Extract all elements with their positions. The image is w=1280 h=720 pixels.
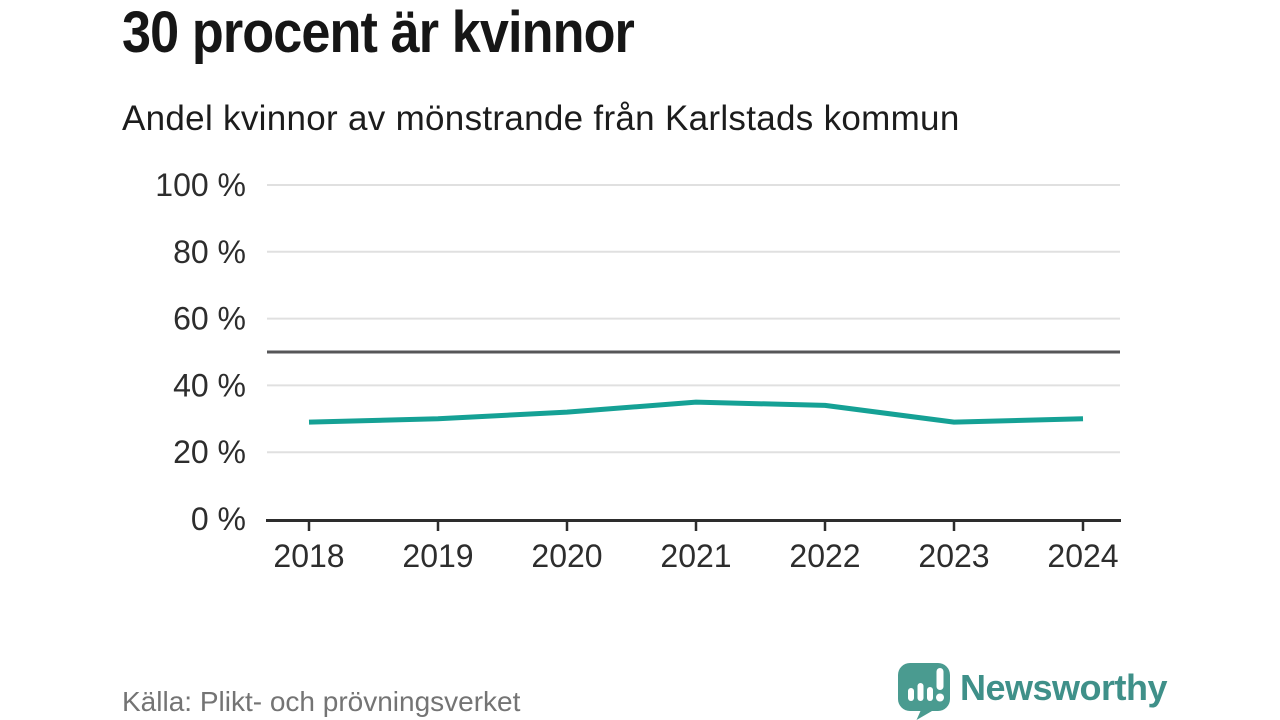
newsworthy-bubble-chart-icon <box>898 663 950 720</box>
bar-icon-mid <box>927 687 933 701</box>
x-tick-label: 2022 <box>789 538 860 574</box>
x-tick-label: 2023 <box>918 538 989 574</box>
y-tick-label: 80 % <box>173 234 246 270</box>
y-tick-label: 100 % <box>155 167 246 203</box>
exclamation-bar-icon <box>936 668 944 690</box>
x-tick-label: 2018 <box>273 538 344 574</box>
source-note: Källa: Plikt- och prövningsverket <box>122 686 521 717</box>
chart-subtitle: Andel kvinnor av mönstrande från Karlsta… <box>122 99 960 138</box>
x-tick-label: 2024 <box>1047 538 1118 574</box>
newsworthy-logo: Newsworthy <box>898 663 1168 720</box>
x-tick-label: 2019 <box>402 538 473 574</box>
y-tick-label: 0 % <box>191 501 246 537</box>
bar-icon-tall <box>917 683 924 701</box>
newsworthy-logo-text: Newsworthy <box>960 667 1168 708</box>
y-tick-label: 40 % <box>173 367 246 403</box>
bar-icon-short <box>908 688 914 701</box>
data-line <box>308 399 1084 425</box>
x-tick-label: 2021 <box>660 538 731 574</box>
exclamation-dot-icon <box>936 693 944 702</box>
page-title: 30 procent är kvinnor <box>122 0 635 65</box>
x-tick-label: 2020 <box>531 538 602 574</box>
y-tick-label: 60 % <box>173 301 246 337</box>
y-tick-label: 20 % <box>173 434 246 470</box>
